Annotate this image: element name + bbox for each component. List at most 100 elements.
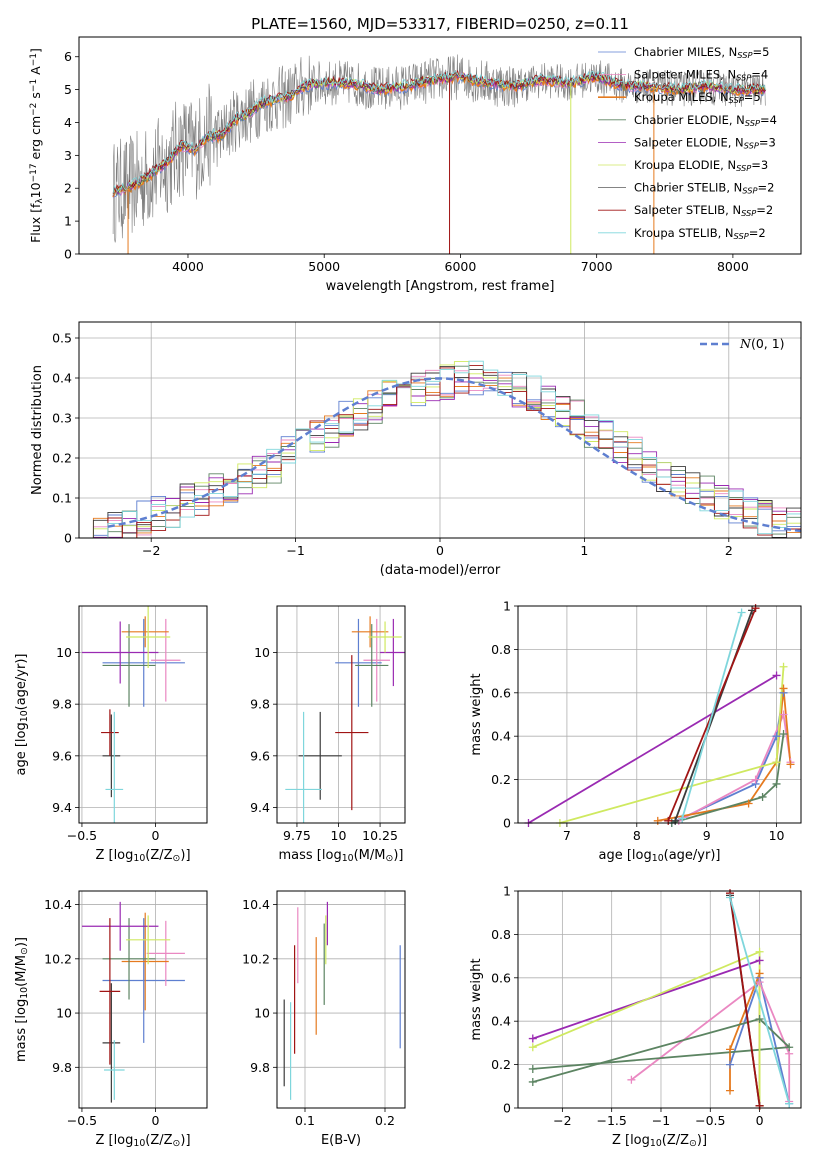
legend-entry-subscript: SSP: [734, 231, 749, 241]
legend-entry: Salpeter MILES, NSSP​=4: [634, 68, 768, 83]
model-spectrum-line: [112, 71, 766, 196]
axes-frame: [78, 36, 802, 255]
mass-weight-marker: [785, 1099, 794, 1108]
label-text: (age/yr)]: [664, 848, 721, 863]
label-text: )]: [180, 1133, 190, 1148]
x-axis-label: Z [log10​(Z/Z⊙​)]: [612, 1133, 707, 1149]
label-subscript: 10: [133, 1138, 145, 1149]
label-text: )]: [180, 848, 190, 863]
legend-entry-subscript: SSP: [729, 95, 744, 105]
legend-entry-suffix: =5: [744, 90, 761, 104]
mass-weight-line: [657, 688, 792, 822]
label-text: (M/M: [14, 955, 29, 987]
plot-area: [112, 54, 767, 254]
y-tick-label: 10: [254, 1006, 270, 1021]
mass-weight-line: [674, 609, 753, 822]
mass-weight-marker: [772, 779, 781, 788]
y-tick-label: 0.8: [491, 642, 511, 657]
x-tick-label: 10: [331, 828, 347, 843]
legend-entry-suffix: =3: [751, 158, 768, 172]
label-subscript: 10: [652, 853, 664, 864]
plot-area: [528, 607, 792, 823]
x-tick-label: 0: [436, 543, 444, 558]
y-tick-label: 0.6: [491, 685, 511, 700]
y-tick-label: 0.2: [491, 1057, 511, 1072]
label-text: (M/M: [354, 848, 386, 863]
x-tick-label: −0.5: [67, 1113, 97, 1128]
x-tick-label: −1.5: [596, 1113, 626, 1128]
mass-weight-line: [532, 1017, 792, 1083]
x-tick-label: 5000: [308, 259, 340, 274]
y-axis-label-part: ]: [28, 48, 43, 53]
mass-weight-marker: [755, 947, 764, 956]
y-tick-label: 1: [503, 884, 511, 899]
figure-title: PLATE=1560, MJD=53317, FIBERID=0250, z=0…: [251, 15, 629, 33]
y-axis-label-part: −1: [29, 53, 39, 66]
label-text: )]: [14, 937, 29, 947]
y-tick-label: 3: [64, 148, 72, 163]
y-tick-label: 0.6: [491, 970, 511, 985]
mass-weight-marker: [653, 816, 662, 825]
y-axis-label: Flux [fλ​10−17​ erg cm−2​ s−1​ A−1​]: [28, 48, 45, 243]
legend-entry-name: Kroupa MILES, N: [634, 90, 729, 104]
x-tick-label: 0: [756, 1113, 764, 1128]
mass-weight-marker: [772, 758, 781, 767]
plot-area: [81, 901, 185, 1103]
mass-weight-marker: [528, 1077, 537, 1086]
axes-frame: [517, 605, 802, 824]
y-axis-label: mass weight: [469, 673, 484, 755]
label-text: mass weight: [469, 673, 484, 755]
mass-weight-marker: [772, 732, 781, 741]
y-tick-label: 10.4: [242, 897, 270, 912]
mass-weight-line: [671, 692, 785, 823]
legend-entry-suffix: =4: [751, 68, 768, 82]
mass-weight-line: [729, 897, 791, 1104]
x-axis-label: mass [log10​(M/M⊙​)]: [279, 848, 404, 864]
y-tick-label: 9.8: [250, 1060, 270, 1075]
legend-entry-subscript: SSP: [744, 140, 759, 150]
label-text: mass weight: [469, 958, 484, 1040]
x-tick-label: 0.2: [375, 1113, 395, 1128]
mass-weight-line: [678, 711, 792, 822]
legend-entry-name: Salpeter STELIB, N: [634, 203, 741, 217]
mass-weight-marker: [528, 1034, 537, 1043]
legend-entry: N(0, 1): [739, 336, 785, 351]
legend-entry: Salpeter ELODIE, NSSP​=3: [634, 135, 776, 150]
axes-frame: [78, 605, 208, 824]
label-subscript: 10: [650, 1138, 662, 1149]
mass-weight-marker: [779, 684, 788, 693]
mass-weight-marker: [755, 1015, 764, 1024]
mass-weight-marker: [528, 1064, 537, 1073]
mass-weight-marker: [755, 969, 764, 978]
y-tick-label: 1: [64, 214, 72, 229]
mass-weight-marker: [755, 978, 764, 987]
x-axis-label: Z [log10​(Z/Z⊙​)]: [95, 848, 190, 864]
x-tick-label: −2: [553, 1113, 571, 1128]
y-axis-label-part: −17: [29, 163, 39, 182]
y-tick-label: 9.6: [52, 748, 72, 763]
x-tick-label: −1: [652, 1113, 670, 1128]
spectrum-legend: Chabrier MILES, NSSP​=5 Salpeter MILES, N…: [598, 45, 777, 241]
model-spectrum-line: [112, 72, 766, 197]
mass-weight-marker: [528, 1043, 537, 1052]
x-axis-label: wavelength [Angstrom, rest frame]: [326, 279, 555, 294]
legend-entry-suffix: =2: [757, 181, 774, 195]
legend-entry: Chabrier MILES, NSSP​=5: [634, 45, 769, 60]
label-text: (Z/Z: [145, 848, 172, 863]
label-subscript: 10: [342, 853, 354, 864]
legend-entry: Chabrier ELODIE, NSSP​=4: [634, 113, 777, 128]
y-tick-label: 0.4: [491, 729, 511, 744]
y-tick-label: 0.1: [52, 491, 72, 506]
label-text: mass [log: [14, 999, 29, 1062]
y-tick-label: 10: [56, 1006, 72, 1021]
y-tick-label: 0.2: [52, 451, 72, 466]
label-text: (Z/Z: [662, 1133, 689, 1148]
label-text: )]: [393, 848, 403, 863]
label-subscript: 10: [133, 853, 145, 864]
x-tick-label: 0: [152, 828, 160, 843]
y-tick-label: 0.4: [491, 1014, 511, 1029]
y-axis-label: Normed distribution: [30, 365, 45, 495]
label-subscript: 10: [19, 987, 30, 999]
x-tick-label: −0.5: [67, 828, 97, 843]
